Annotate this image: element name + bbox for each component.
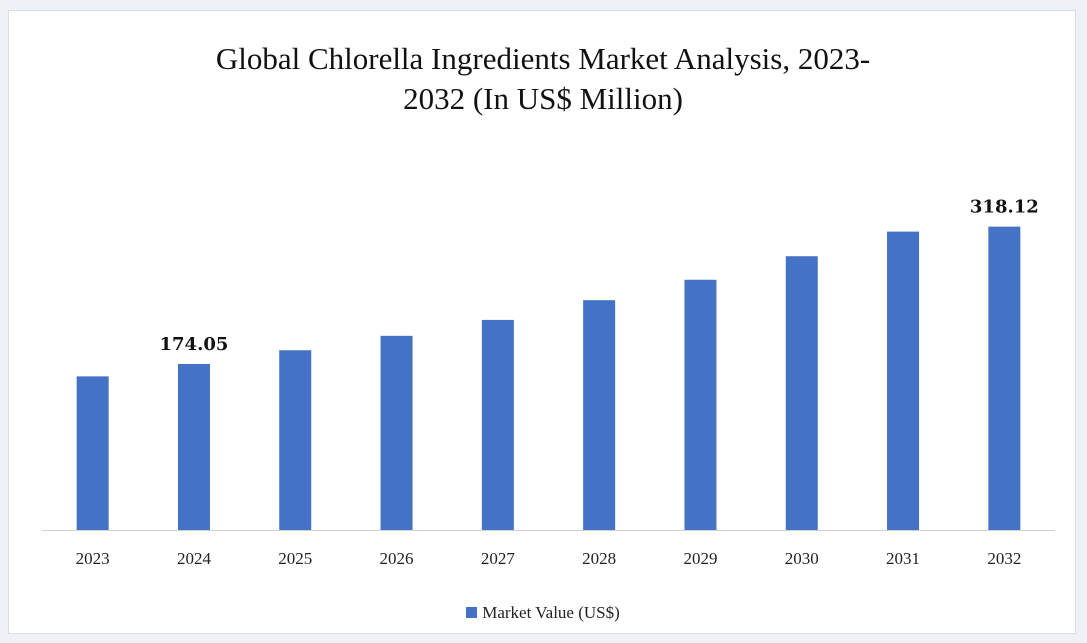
bar-2028 (583, 300, 616, 530)
bar-chart-plot: 2023 2024 174.05 2025 2026 2027 2028 2029 2030 20… (42, 197, 1055, 568)
x-tick-label-2029: 2029 (683, 549, 717, 568)
x-tick-label-2026: 2026 (380, 549, 414, 568)
legend-label: Market Value (US$) (482, 603, 620, 622)
x-tick-label-2031: 2031 (886, 549, 920, 568)
bar-2031 (887, 231, 920, 530)
x-tick-label-2027: 2027 (481, 549, 516, 568)
bar-2029 (684, 279, 717, 530)
x-tick-label-2024: 2024 (177, 549, 212, 568)
chart-title-line-2: 2032 (In US$ Million) (403, 81, 683, 116)
chart-legend: Market Value (US$) (9, 603, 1077, 623)
legend-swatch (466, 607, 478, 618)
bar-2030 (785, 256, 818, 530)
x-tick-label-2030: 2030 (785, 549, 819, 568)
bar-2032 (988, 226, 1021, 530)
bar-2024 (177, 364, 210, 530)
x-tick-label-2023: 2023 (76, 549, 110, 568)
x-tick-label-2025: 2025 (278, 549, 312, 568)
chart-title-line-1: Global Chlorella Ingredients Market Anal… (215, 41, 871, 76)
bar-2023 (76, 376, 109, 530)
bar-2026 (380, 335, 413, 530)
x-tick-label-2032: 2032 (987, 549, 1021, 568)
data-label-2024: 174.05 (160, 334, 229, 355)
chart-title: Global Chlorella Ingredients Market Anal… (9, 39, 1077, 119)
chart-card: Global Chlorella Ingredients Market Anal… (8, 10, 1076, 634)
bar-2025 (279, 350, 312, 530)
data-label-2032: 318.12 (970, 197, 1039, 218)
x-tick-label-2028: 2028 (582, 549, 616, 568)
bar-2027 (481, 319, 514, 530)
